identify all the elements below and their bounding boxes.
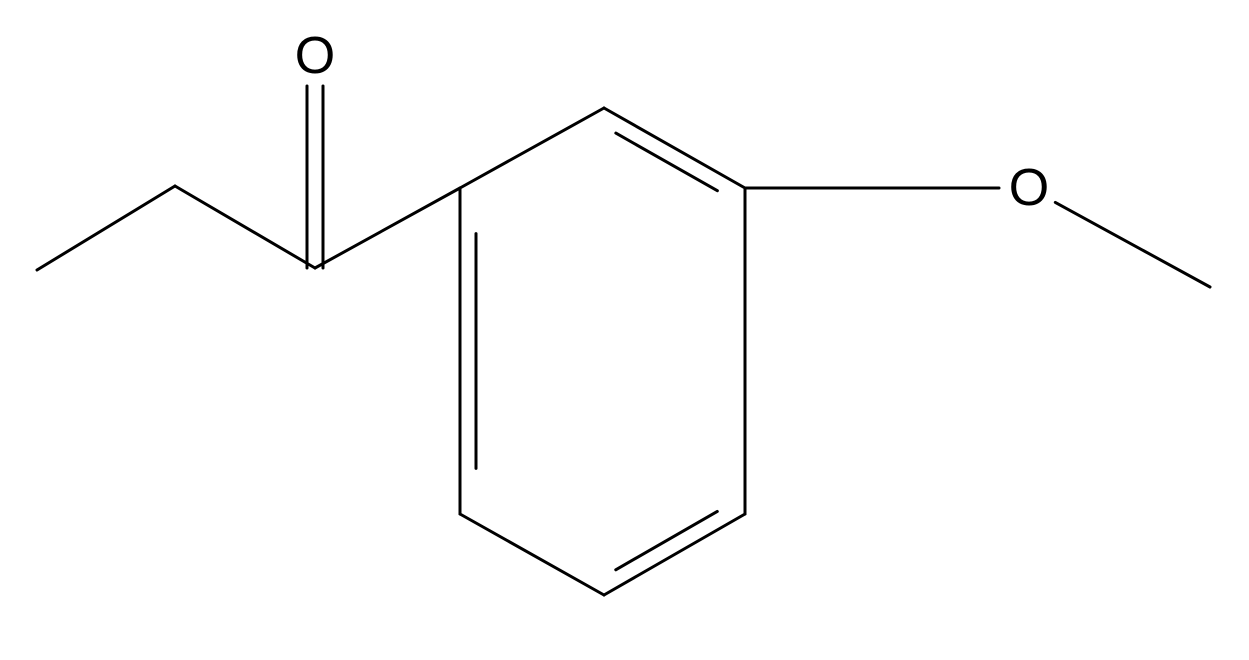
atom-label-o3: O <box>295 27 335 85</box>
atom-label-o5: O <box>1009 159 1049 217</box>
molecule-diagram: OO <box>0 0 1249 660</box>
